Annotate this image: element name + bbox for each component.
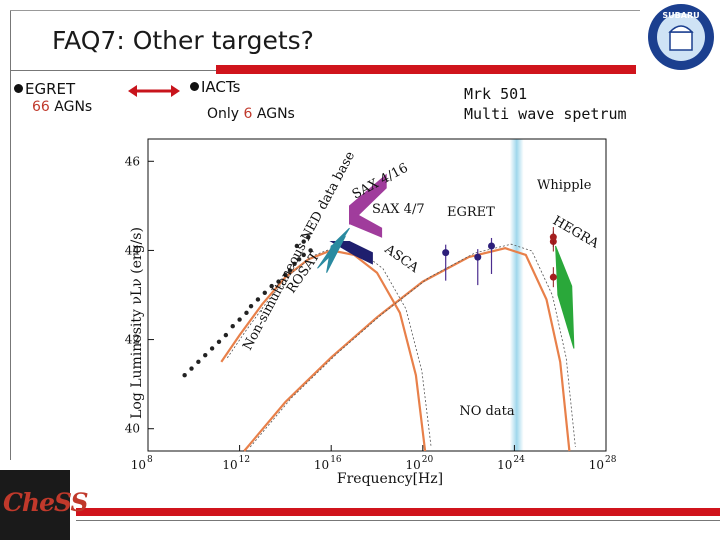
- bottom-red-bar: [76, 508, 720, 516]
- y-tick-label: 44: [125, 243, 141, 257]
- ned-point: [189, 366, 194, 371]
- egret-point: [442, 249, 450, 257]
- x-tick-exponent: 28: [605, 455, 617, 465]
- no-data-band: [509, 139, 524, 451]
- x-tick-exponent: 24: [513, 455, 525, 465]
- hegra-butterfly: [555, 245, 575, 349]
- double-arrow-icon: [128, 85, 180, 97]
- sax47-bowtie: [349, 209, 383, 238]
- note-line-1: Mrk 501: [464, 85, 528, 103]
- left-vertical-rule: [10, 10, 11, 460]
- egret-count: 66 AGNs: [32, 99, 92, 115]
- ned-point: [196, 359, 201, 365]
- bullet-iacts: IACTs: [190, 78, 240, 96]
- x-tick-label: 10: [314, 458, 329, 472]
- egret-point: [474, 253, 482, 261]
- bullet-dot-icon: [190, 82, 199, 91]
- ned-point: [276, 279, 281, 284]
- asca-bowtie: [329, 241, 373, 265]
- note-line-2: Multi wave spetrum: [464, 105, 627, 123]
- plot-frame: [147, 138, 607, 452]
- annotation-egret: EGRET: [447, 205, 495, 220]
- mrk501-note: Mrk 501 Multi wave spetrum: [464, 84, 627, 124]
- egret-count-value: 66: [32, 99, 50, 115]
- x-tick-label: 10: [131, 458, 146, 472]
- x-tick-label: 10: [406, 458, 421, 472]
- data-points: [182, 227, 557, 378]
- slide-title: FAQ7: Other targets?: [52, 26, 314, 55]
- ned-point: [216, 339, 222, 344]
- x-axis-label: Frequency[Hz]: [337, 471, 443, 487]
- x-tick-label: 10: [497, 458, 512, 472]
- y-tick-label: 46: [125, 154, 140, 168]
- y-tick-label: 42: [125, 333, 140, 347]
- iacts-count-value: 6: [243, 106, 253, 122]
- ned-point: [255, 297, 261, 302]
- iacts-count-prefix: Only: [207, 106, 244, 122]
- ned-point: [209, 346, 215, 351]
- ned-point: [244, 310, 249, 316]
- bottom-thin-rule: [76, 520, 720, 521]
- egret-point: [488, 242, 495, 250]
- model-curve-2: [243, 247, 571, 452]
- ned-point: [308, 248, 313, 253]
- instrument-markers: [317, 173, 575, 349]
- no-data-band-fill: [509, 139, 524, 451]
- iacts-count-unit: AGNs: [252, 106, 295, 122]
- egret-count-unit: AGNs: [49, 99, 93, 115]
- annotation-whipple: Whipple: [537, 178, 592, 193]
- bullet-egret: EGRET: [14, 80, 75, 98]
- x-tick-exponent: 16: [330, 455, 342, 465]
- bullet-dot-icon: [14, 84, 23, 93]
- top-thin-rule: [10, 70, 216, 71]
- ned-point: [292, 261, 297, 266]
- x-tick-exponent: 20: [422, 455, 434, 465]
- whipple-point: [549, 233, 557, 241]
- subaru-logo-text: SUBARU: [662, 11, 699, 20]
- ned-point: [296, 257, 302, 262]
- chess-logo: CheSS: [0, 470, 89, 540]
- model-curve-dotted-2: [249, 243, 576, 448]
- bullet-iacts-label: IACTs: [201, 78, 241, 96]
- y-tick-label: 40: [125, 422, 140, 436]
- rosat-bowtie-2: [326, 235, 347, 273]
- whipple-point: [549, 273, 557, 281]
- ned-point: [223, 332, 229, 338]
- bullet-egret-label: EGRET: [25, 80, 76, 98]
- ned-point: [301, 252, 306, 258]
- subaru-logo: SUBARU: [648, 4, 714, 70]
- ned-point: [287, 268, 293, 273]
- ned-point: [262, 290, 267, 295]
- annotation-no-data: NO data: [459, 404, 514, 419]
- x-tick-label: 10: [222, 458, 237, 472]
- ned-point: [237, 317, 242, 322]
- chess-logo-text: CheSS: [3, 488, 89, 517]
- ned-point: [182, 373, 187, 378]
- x-tick-exponent: 12: [239, 455, 250, 465]
- x-tick-label: 10: [589, 458, 604, 472]
- annotation-sax47: SAX 4/7: [372, 202, 425, 217]
- ned-point: [248, 303, 254, 309]
- ned-point: [283, 272, 288, 278]
- ned-point: [230, 324, 235, 329]
- ned-point: [203, 352, 208, 358]
- y-axis-label: Log Luminosity νLν (erg/s): [129, 227, 145, 419]
- ned-point: [306, 234, 311, 240]
- ned-point: [301, 239, 306, 244]
- ned-point: [269, 283, 274, 289]
- ned-point: [294, 243, 300, 249]
- top-horizontal-rule: [10, 10, 640, 11]
- x-tick-exponent: 8: [147, 455, 153, 465]
- iacts-count: Only 6 AGNs: [207, 106, 295, 122]
- top-red-bar: [216, 65, 636, 74]
